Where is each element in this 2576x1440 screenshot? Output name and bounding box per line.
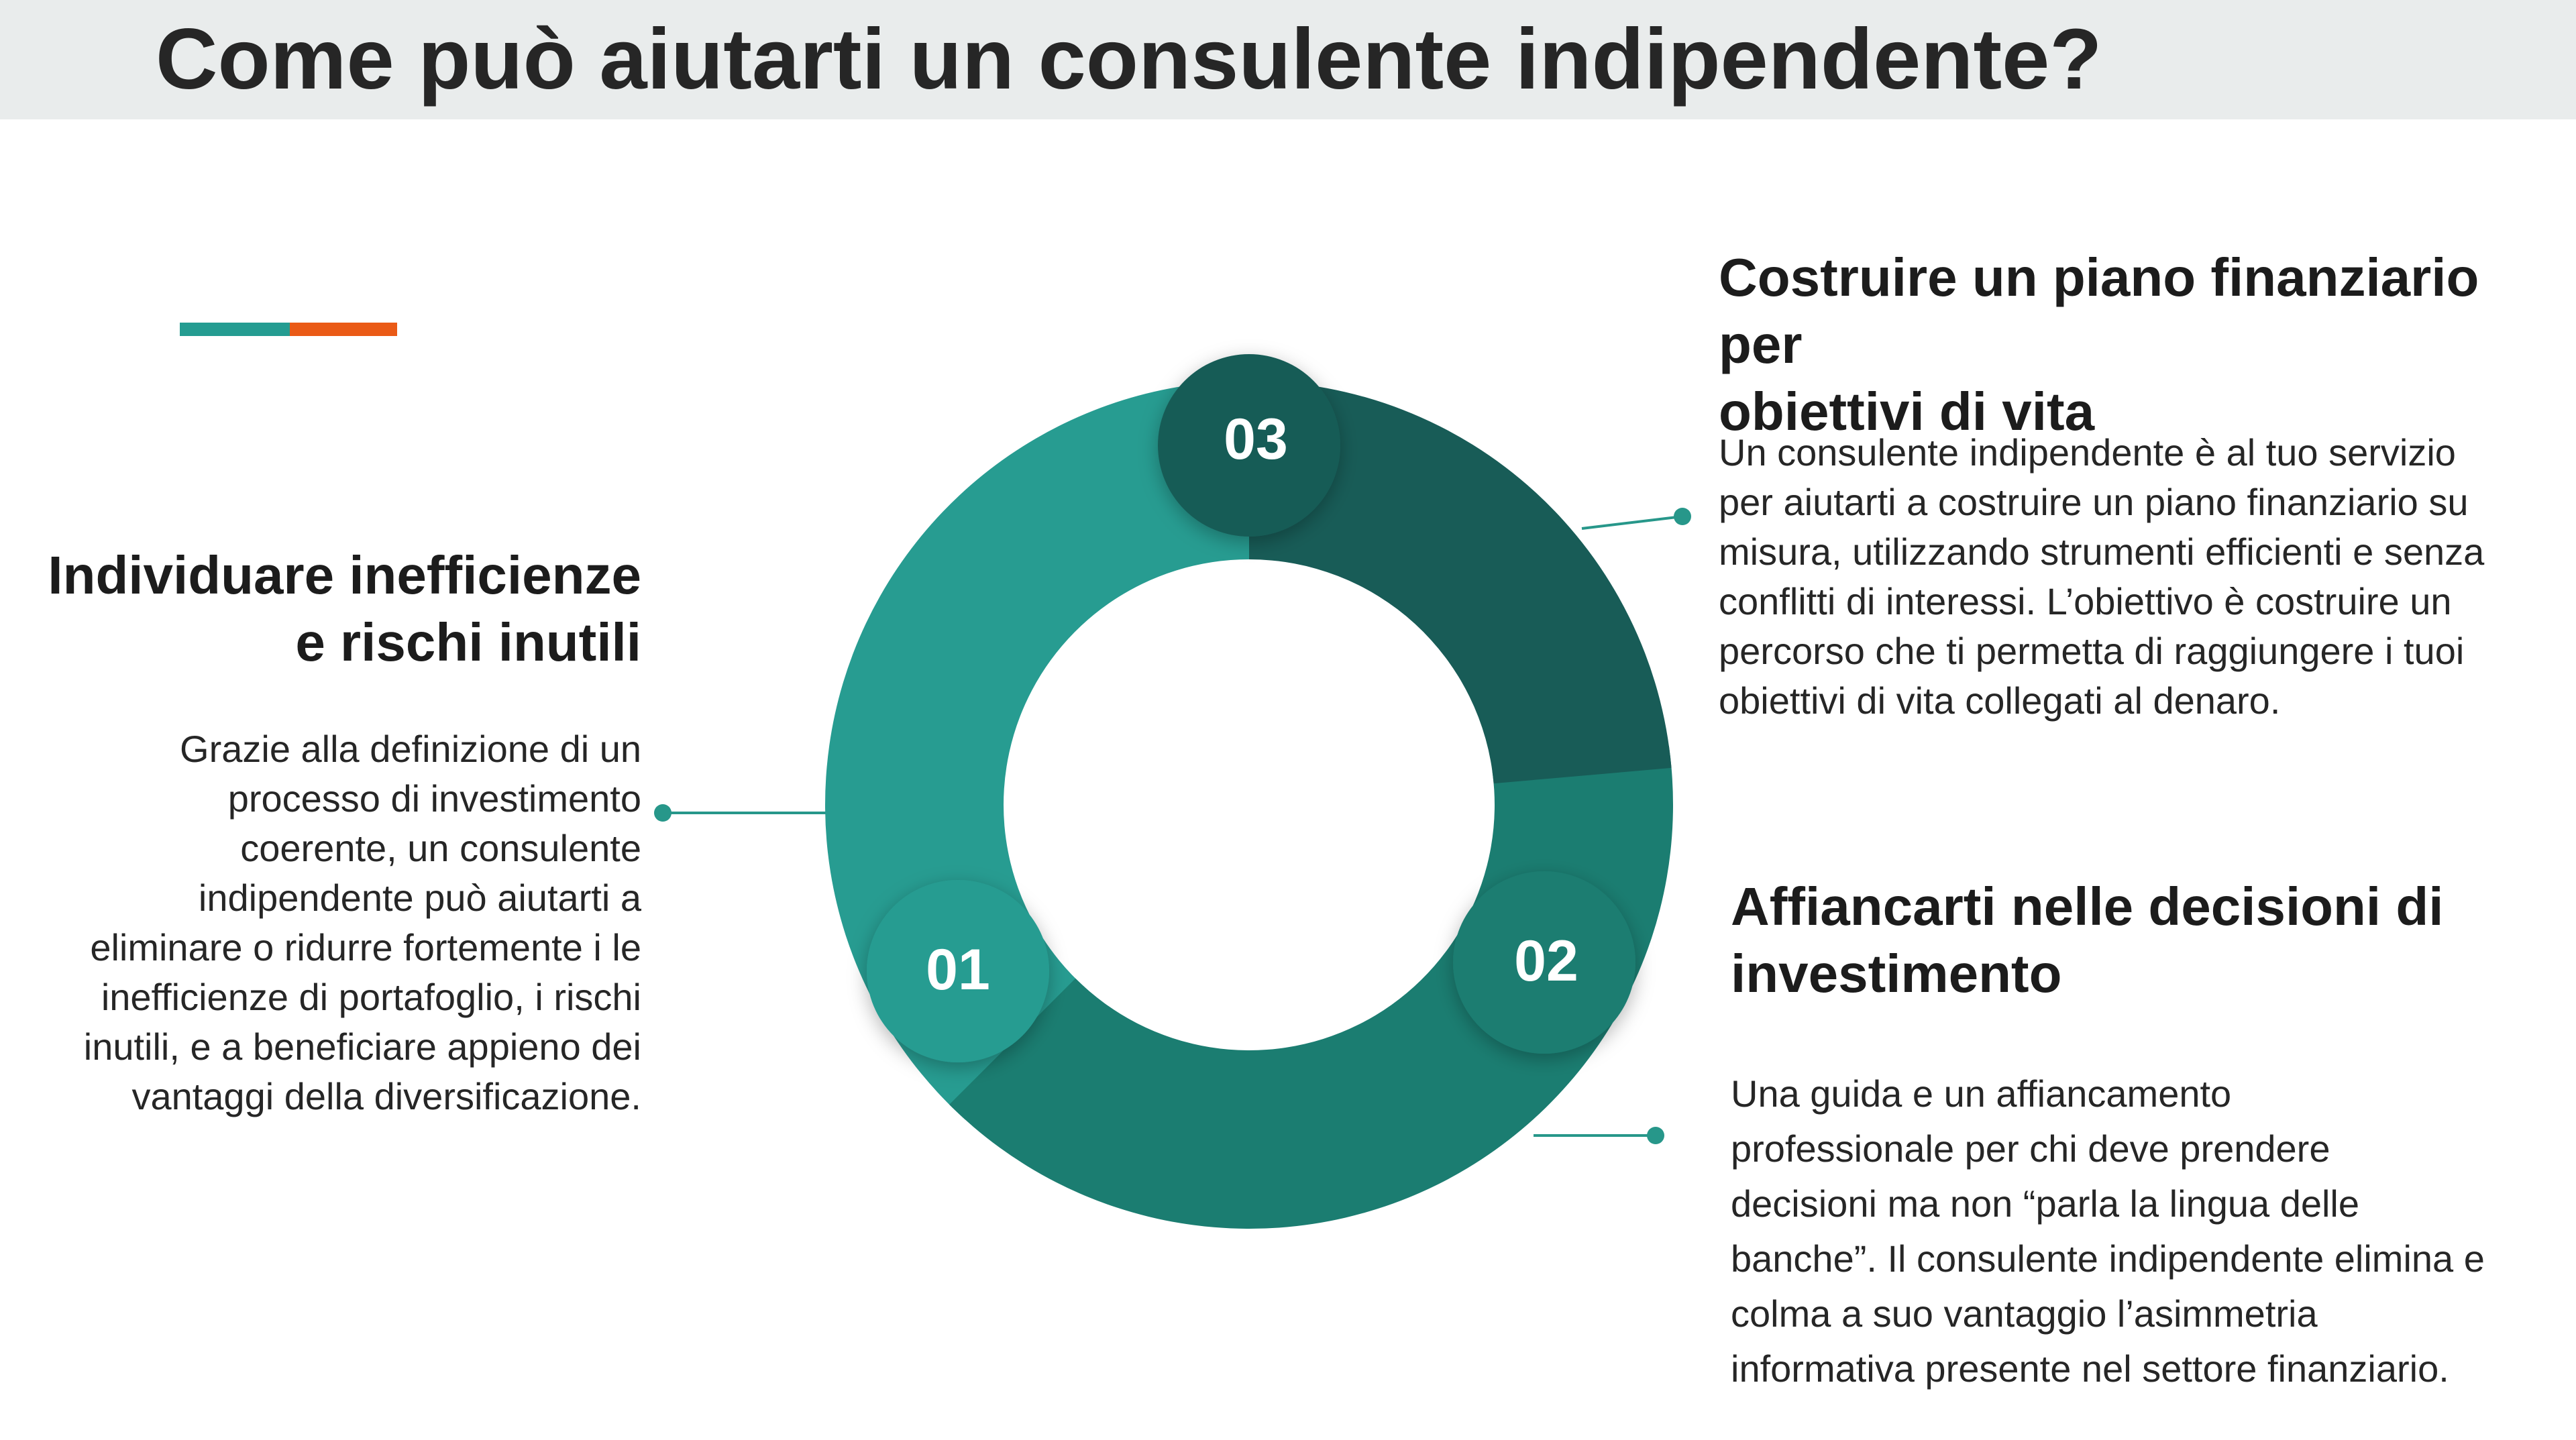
body-line: informativa presente nel settore finanzi… (1731, 1347, 2449, 1390)
accent-bar-orange (290, 323, 397, 336)
ring-segment-02 (949, 746, 1673, 1229)
connector-line-03 (1581, 515, 1683, 530)
heading-line: obiettivi di vita (1719, 382, 2095, 441)
body-line: Una guida e un affiancamento (1731, 1072, 2232, 1115)
body-line: conflitti di interessi. L’obiettivo è co… (1719, 580, 2452, 622)
body-line: eliminare o ridurre fortemente i le (90, 926, 641, 968)
body-line: obiettivi di vita collegati al denaro. (1719, 679, 2281, 722)
body-line: coerente, un consulente (240, 827, 641, 869)
body-line: vantaggi della diversificazione. (131, 1075, 641, 1117)
knob-02 (1453, 871, 1635, 1054)
page-title: Come può aiutarti un consulente indipend… (156, 11, 2102, 107)
step-number-03: 03 (1224, 407, 1288, 472)
body-line: misura, utilizzando strumenti efficienti… (1719, 531, 2485, 573)
ring-segment-03 (1249, 381, 1672, 784)
step-number-01: 01 (926, 938, 990, 1002)
accent-bar-teal (180, 323, 290, 336)
header-band (0, 0, 2576, 119)
section-heading-bottom-right: Affiancarti nelle decisioni di investime… (1731, 873, 2563, 1007)
section-heading-left: Individuare inefficienze e rischi inutil… (40, 542, 641, 676)
heading-line: Costruire un piano finanziario per (1719, 247, 2479, 374)
knob-03 (1158, 354, 1340, 537)
body-line: indipendente può aiutarti a (198, 877, 641, 919)
body-line: Grazie alla definizione di un (180, 728, 641, 770)
body-line: professionale per chi deve prendere (1731, 1127, 2330, 1170)
body-line: processo di investimento (227, 777, 641, 820)
connector-dot-03 (1674, 508, 1691, 525)
body-line: inefficienze di portafoglio, i rischi (101, 976, 641, 1018)
body-line: percorso che ti permetta di raggiungere … (1719, 630, 2465, 672)
step-number-02: 02 (1514, 929, 1578, 993)
body-line: Un consulente indipendente è al tuo serv… (1719, 431, 2456, 474)
heading-line: e rischi inutili (295, 612, 641, 672)
section-body-top-right: Un consulente indipendente è al tuo serv… (1719, 428, 2564, 726)
section-body-left: Grazie alla definizione di un processo d… (27, 724, 641, 1121)
connector-dot-02 (1647, 1127, 1664, 1144)
body-line: decisioni ma non “parla la lingua delle (1731, 1182, 2360, 1225)
body-line: colma a suo vantaggio l’asimmetria (1731, 1292, 2318, 1335)
connector-dot-01 (654, 804, 672, 822)
body-line: per aiutarti a costruire un piano finanz… (1719, 481, 2469, 523)
heading-line: investimento (1731, 944, 2062, 1003)
heading-line: Individuare inefficienze (48, 545, 641, 605)
heading-line: Affiancarti nelle decisioni di (1731, 877, 2444, 936)
body-line: inutili, e a beneficiare appieno dei (83, 1026, 641, 1068)
knob-01 (867, 880, 1049, 1062)
body-line: banche”. Il consulente indipendente elim… (1731, 1237, 2485, 1280)
section-body-bottom-right: Una guida e un affiancamento professiona… (1731, 1066, 2569, 1396)
section-heading-top-right: Costruire un piano finanziario per obiet… (1719, 244, 2571, 445)
